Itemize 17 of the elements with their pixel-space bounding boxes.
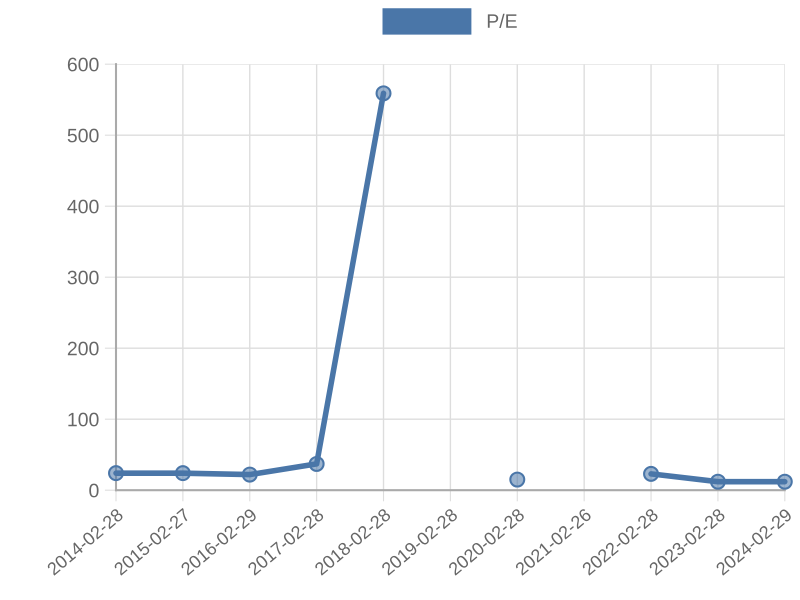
y-tick-label: 100 [68, 412, 99, 426]
point [509, 472, 526, 488]
point [643, 466, 660, 482]
y-tick-label: 200 [68, 342, 99, 356]
point [308, 456, 325, 472]
point [242, 466, 258, 483]
point [776, 474, 793, 490]
y-tick-label: 300 [68, 270, 99, 284]
y-tick-label: 400 [67, 200, 99, 214]
point [376, 85, 392, 102]
point [710, 474, 726, 490]
y-tick-label: 0 [89, 484, 99, 498]
y-tick-label: 500 [68, 128, 99, 142]
point [108, 465, 124, 482]
y-tick-label: 600 [68, 58, 99, 72]
point [174, 465, 191, 482]
legend-label: P/E [488, 14, 517, 28]
